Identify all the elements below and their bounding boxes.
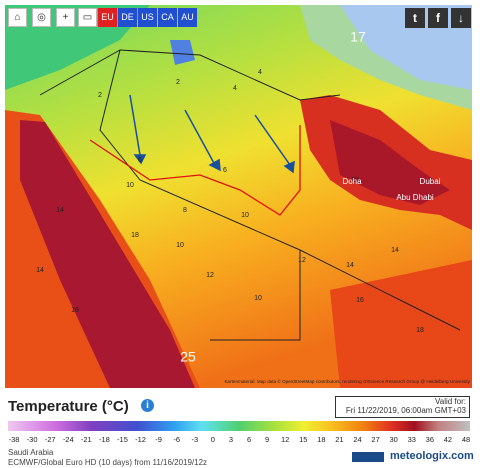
region-button[interactable]: AU bbox=[178, 8, 197, 27]
colorbar-tick: 9 bbox=[265, 435, 270, 444]
colorbar-tick: -6 bbox=[173, 435, 181, 444]
colorbar-tick: 36 bbox=[425, 435, 434, 444]
map-label: 18 bbox=[416, 327, 424, 334]
colorbar-tick: -18 bbox=[98, 435, 110, 444]
map-label: 8 bbox=[183, 207, 187, 214]
contour bbox=[89, 125, 301, 216]
colorbar-tick: -12 bbox=[135, 435, 146, 444]
map-label: 10 bbox=[176, 242, 184, 249]
wind-arrows bbox=[129, 94, 295, 174]
border bbox=[99, 49, 301, 341]
map-label: 12 bbox=[298, 257, 306, 264]
colorbar-tick: -15 bbox=[117, 435, 128, 444]
colorbar-tick: 18 bbox=[317, 435, 326, 444]
region-button[interactable]: EU bbox=[98, 8, 117, 27]
zoom-button[interactable]: + bbox=[56, 8, 75, 27]
region-button[interactable]: US bbox=[138, 8, 157, 27]
colorbar-tick: -24 bbox=[62, 435, 74, 444]
red-sea bbox=[20, 120, 195, 388]
colorbar-tick: -9 bbox=[155, 435, 162, 444]
colorbar-tick: -30 bbox=[26, 435, 38, 444]
map-label: 25 bbox=[180, 349, 196, 365]
border bbox=[39, 49, 341, 101]
valid-box: Valid for: Fri 11/22/2019, 06:00am GMT+0… bbox=[335, 396, 470, 418]
region-button[interactable]: DE bbox=[118, 8, 137, 27]
map-label: 16 bbox=[71, 307, 79, 314]
region-button[interactable]: CA bbox=[158, 8, 177, 27]
map-label: 6 bbox=[138, 157, 142, 164]
colorbar-tick: -27 bbox=[44, 435, 56, 444]
facebook-button[interactable]: f bbox=[428, 8, 448, 28]
map-label: 10 bbox=[254, 295, 262, 302]
region: Saudi Arabia bbox=[8, 448, 54, 457]
map-label: 12 bbox=[206, 272, 214, 279]
colorbar-tick: 30 bbox=[389, 435, 398, 444]
south-east bbox=[330, 260, 472, 388]
map-label: 14 bbox=[391, 247, 399, 254]
colorbar-tick: -21 bbox=[80, 435, 92, 444]
colorbar-tick: 0 bbox=[210, 435, 215, 444]
colorbar-tick: 48 bbox=[461, 435, 471, 444]
map-label: 16 bbox=[356, 297, 364, 304]
map-label: 4 bbox=[258, 69, 262, 76]
map-label: 2 bbox=[98, 92, 102, 99]
logo[interactable]: meteologix.com bbox=[390, 450, 474, 462]
map[interactable]: 2 2 4 4 6 6 8 10 10 10 10 12 12 14 14 14 14 16 16 18 18 20 25 1… bbox=[0, 0, 480, 390]
legend-title: Temperature (°C) bbox=[8, 398, 129, 415]
map-label: 4 bbox=[233, 85, 237, 92]
layer-button[interactable]: ▭ bbox=[78, 8, 97, 27]
map-label: 18 bbox=[131, 232, 139, 239]
map-label: 14 bbox=[36, 267, 44, 274]
attribution: Kartenmaterial: Map data © OpenStreetMap… bbox=[224, 378, 470, 384]
map-label: 10 bbox=[126, 182, 134, 189]
colorbar-tick: 12 bbox=[281, 435, 290, 444]
globe-button[interactable]: ◎ bbox=[32, 8, 51, 27]
colorbar-tick: -38 bbox=[8, 435, 20, 444]
valid-time: Fri 11/22/2019, 06:00am GMT+03 bbox=[345, 406, 466, 415]
map-label: 10 bbox=[241, 212, 249, 219]
model: ECMWF/Global Euro HD (10 days) from 11/1… bbox=[8, 458, 208, 467]
map-label: 20 bbox=[351, 177, 359, 184]
place-label: Abu Dhabi bbox=[396, 193, 434, 202]
colorbar-tick: 42 bbox=[443, 435, 453, 444]
border bbox=[299, 249, 461, 331]
download-button[interactable]: ↓ bbox=[451, 8, 471, 28]
colorbar-tick: 6 bbox=[246, 435, 252, 444]
gulf-warm bbox=[330, 120, 450, 205]
color-bar bbox=[8, 421, 470, 431]
twitter-button[interactable]: t bbox=[405, 8, 425, 28]
ecmwf-logo bbox=[352, 452, 384, 462]
map-label: 14 bbox=[346, 262, 354, 269]
info-button[interactable]: i bbox=[141, 399, 154, 412]
colorbar-tick: 15 bbox=[299, 435, 308, 444]
colorbar-tick: 3 bbox=[228, 435, 234, 444]
valid-label: Valid for: bbox=[435, 397, 466, 406]
colorbar-tick: 33 bbox=[407, 435, 416, 444]
colorbar-tick: 21 bbox=[335, 435, 344, 444]
colorbar-tick: 24 bbox=[353, 435, 362, 444]
map-label: 14 bbox=[56, 207, 64, 214]
map-label: 6 bbox=[223, 167, 227, 174]
lake bbox=[170, 40, 195, 65]
map-label: 17 bbox=[350, 29, 366, 45]
home-button[interactable]: ⌂ bbox=[8, 8, 27, 27]
place-label: Dubai bbox=[420, 177, 441, 186]
colorbar-tick: 27 bbox=[371, 435, 380, 444]
place-label: Doha bbox=[342, 177, 362, 186]
colorbar-tick: -3 bbox=[191, 435, 199, 444]
map-label: 2 bbox=[176, 79, 180, 86]
